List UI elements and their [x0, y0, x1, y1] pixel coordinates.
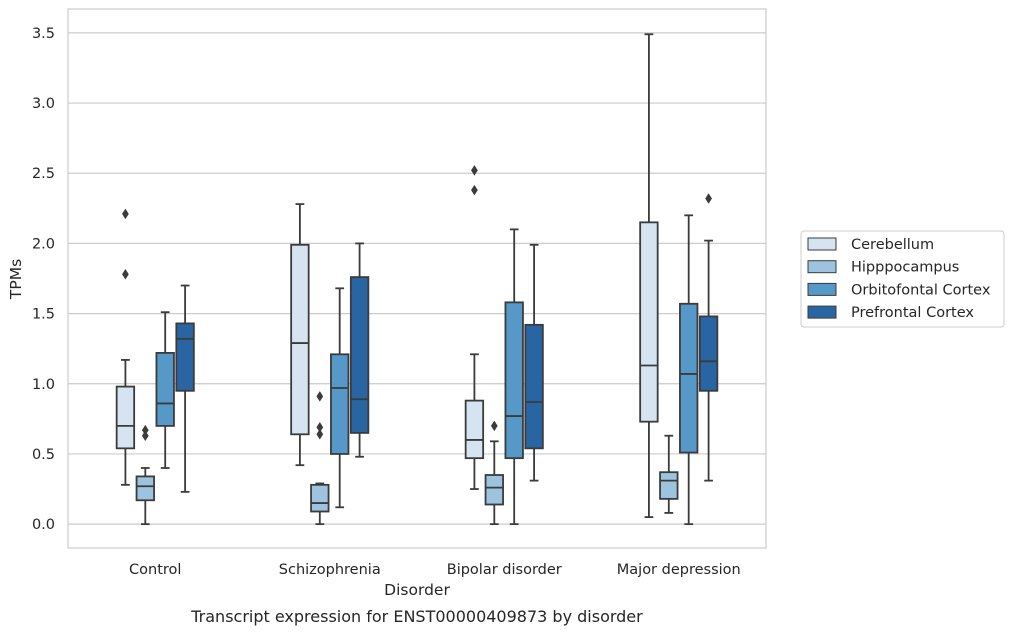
- legend-swatch: [807, 305, 837, 319]
- y-axis-title: TPMs: [7, 259, 25, 300]
- x-axis-title: Disorder: [384, 581, 450, 599]
- box-iqr: [639, 221, 659, 423]
- box-group: [115, 208, 136, 486]
- x-tick-label: Bipolar disorder: [447, 562, 562, 578]
- x-tick-label: Major depression: [617, 562, 741, 578]
- y-tick-label: 2.0: [32, 236, 55, 252]
- outlier-point: [122, 208, 129, 220]
- box-iqr: [290, 243, 310, 436]
- box-iqr: [349, 276, 370, 434]
- box-group: [175, 284, 195, 493]
- legend-label: Cerebellum: [851, 237, 934, 253]
- box-iqr: [698, 315, 719, 392]
- outlier-point: [490, 420, 498, 432]
- legend-label: Orbitofontal Cortex: [851, 282, 991, 298]
- outlier-point: [316, 422, 324, 433]
- x-tick-label: Control: [129, 562, 181, 578]
- x-tick-labels: Control Schizophrenia Bipolar disorder Majo…: [129, 562, 741, 578]
- box-iqr: [679, 302, 699, 454]
- box-group: [330, 287, 350, 509]
- x-tick-label: Schizophrenia: [279, 562, 381, 578]
- box-iqr: [504, 301, 524, 460]
- y-tick-label: 3.5: [32, 26, 55, 42]
- box-group: [659, 434, 679, 514]
- box-iqr: [464, 399, 485, 460]
- outlier-point: [471, 165, 478, 176]
- outlier-point: [471, 184, 478, 196]
- box-group: [349, 242, 370, 458]
- box-iqr: [155, 351, 175, 427]
- box-iqr: [175, 322, 195, 392]
- box-group: [155, 311, 175, 469]
- legend-label: Hipppocampus: [851, 260, 959, 276]
- box-iqr: [659, 471, 679, 500]
- grid-lines: [68, 32, 766, 525]
- outlier-point: [141, 430, 149, 441]
- box-group: [310, 391, 330, 526]
- box-group: [290, 203, 310, 467]
- legend: Cerebellum Hipppocampus Orbitofontal Corte…: [800, 230, 1005, 328]
- y-tick-label: 3.0: [32, 96, 55, 112]
- y-tick-label: 1.5: [32, 307, 55, 323]
- legend-swatch: [807, 237, 837, 251]
- chart-caption: Transcript expression for ENST0000040987…: [190, 607, 643, 626]
- box-group: [698, 193, 719, 482]
- outlier-point: [141, 424, 149, 436]
- outlier-point: [705, 193, 712, 204]
- box-iqr: [310, 483, 330, 513]
- box-groups: [115, 33, 719, 526]
- y-tick-label: 1.0: [32, 377, 55, 393]
- box-group: [135, 424, 155, 526]
- legend-label: Prefrontal Cortex: [851, 305, 974, 321]
- outlier-point: [122, 269, 129, 280]
- y-tick-labels: 0.0 0.5 1.0 1.5 2.0 2.5 3.0 3.5: [32, 26, 55, 533]
- box-group: [504, 228, 524, 526]
- box-iqr: [484, 474, 504, 506]
- legend-swatch: [807, 260, 837, 274]
- y-tick-label: 2.5: [32, 166, 55, 182]
- box-group: [639, 33, 659, 519]
- box-iqr: [330, 353, 350, 455]
- y-tick-label: 0.0: [32, 517, 55, 533]
- box-group: [679, 214, 699, 526]
- box-iqr: [524, 323, 544, 450]
- outlier-point: [316, 429, 324, 440]
- box-group: [464, 165, 485, 490]
- legend-swatch: [807, 282, 837, 296]
- box-group: [524, 243, 544, 482]
- box-group: [484, 420, 504, 526]
- outlier-point: [316, 391, 324, 402]
- box-iqr: [135, 475, 155, 502]
- plot-frame: [67, 8, 767, 549]
- legend-frame: [800, 230, 1005, 328]
- box-iqr: [115, 385, 136, 450]
- y-tick-label: 0.5: [32, 447, 55, 463]
